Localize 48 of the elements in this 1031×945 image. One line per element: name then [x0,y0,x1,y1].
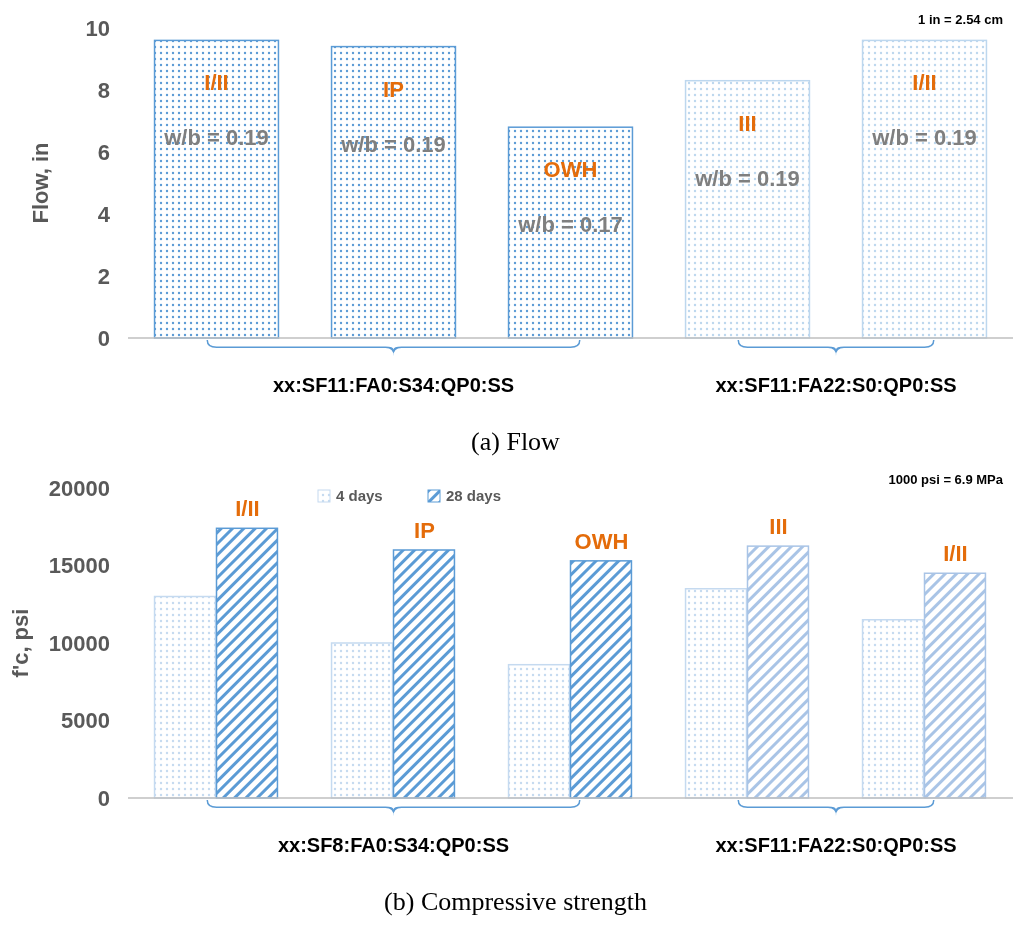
bar [392,549,456,799]
annotation: w/b = 0.19 [694,165,800,191]
y-tick-label: 10 [85,15,110,41]
text: 1000 psi = 6.9 MPa [888,472,1004,487]
annotation: I/II [943,541,968,567]
text: (a) Flow [471,427,561,456]
annotation: w/b = 0.19 [871,125,977,151]
annotation: III [738,110,757,136]
y-tick-label: 10000 [48,630,110,656]
annotation: OWH [574,528,629,554]
text: xx:SF11:FA0:S34:QP0:SS [272,374,515,396]
bar [215,527,279,799]
annotation: I/II [204,70,229,96]
bar [330,642,394,799]
bar [923,572,987,799]
annotation: w/b = 0.19 [340,131,446,157]
annotation: I/II [235,496,260,522]
y-tick-label: 0 [97,325,110,351]
y-tick-label: 5000 [61,708,110,734]
bar [746,545,810,799]
legend-label: 28 days [446,487,502,505]
y-tick-label: 20000 [48,475,110,501]
y-tick-label: 6 [97,139,110,165]
text: xx:SF8:FA0:S34:QP0:SS [277,834,510,856]
bar [153,595,217,799]
text: xx:SF11:FA22:S0:QP0:SS [715,834,957,856]
y-tick-label: 2 [97,263,110,289]
y-tick-label: 4 [97,201,111,227]
y-axis-title: Flow, in [28,142,53,224]
y-axis-title: f'c, psi [8,608,33,678]
bar [861,619,925,799]
text: (b) Compressive strength [384,887,647,916]
bar [684,588,748,799]
legend-label: 4 days [336,487,383,505]
annotation: III [769,514,788,540]
annotation: IP [414,518,435,543]
y-tick-label: 15000 [48,553,110,579]
annotation: w/b = 0.17 [517,212,623,238]
text: xx:SF11:FA22:S0:QP0:SS [715,374,957,396]
annotation: I/II [912,70,937,96]
y-tick-label: 8 [97,77,110,103]
annotation: w/b = 0.19 [163,125,269,151]
text: 1 in = 2.54 cm [918,12,1003,27]
y-tick-label: 0 [97,785,110,811]
bar [569,560,633,799]
annotation: OWH [543,157,598,183]
bar [507,663,571,799]
annotation: IP [383,76,404,102]
